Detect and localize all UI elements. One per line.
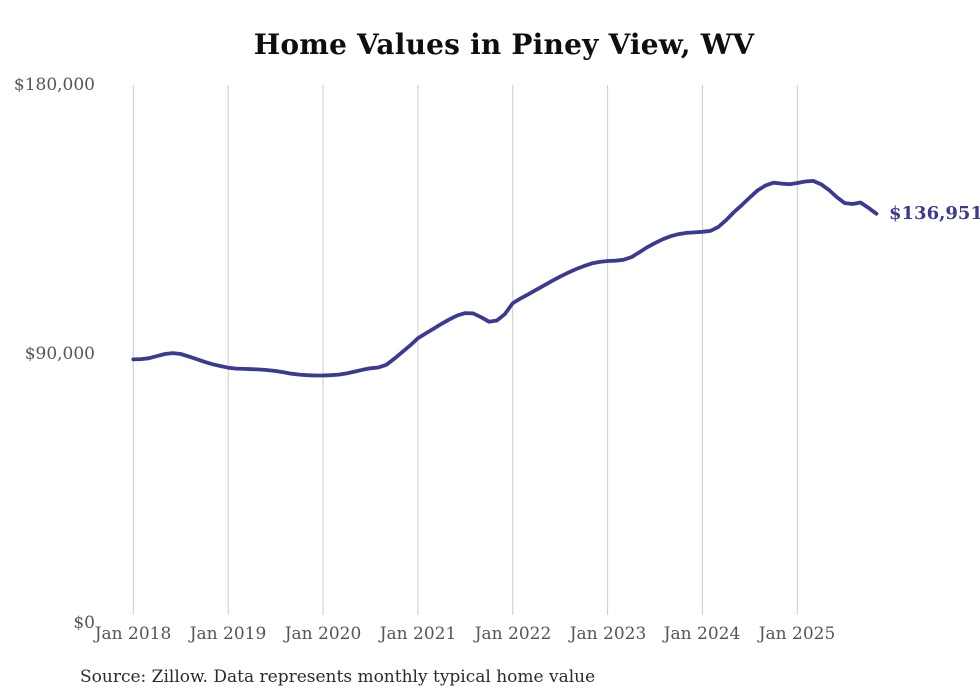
x-axis-tick-label: Jan 2020: [284, 624, 362, 644]
x-axis-tick-label: Jan 2022: [474, 624, 552, 644]
x-axis-tick-label: Jan 2025: [758, 624, 836, 644]
x-axis-tick-label: Jan 2023: [569, 624, 647, 644]
home-value-trend-line: [131, 179, 879, 378]
x-axis-tick-label: Jan 2019: [189, 624, 267, 644]
x-axis-tick-label: Jan 2018: [94, 624, 172, 644]
x-axis-tick-label: Jan 2024: [663, 624, 741, 644]
y-axis-tick-label: $0: [73, 613, 95, 633]
current-value-label: $136,951: [889, 203, 980, 224]
y-axis-tick-label: $180,000: [13, 75, 95, 95]
source-note: Source: Zillow. Data represents monthly …: [80, 667, 596, 687]
x-axis-tick-label: Jan 2021: [379, 624, 457, 644]
chart-title: Home Values in Piney View, WV: [253, 28, 755, 61]
y-axis-tick-label: $90,000: [24, 344, 95, 364]
vertical-gridlines: [132, 85, 798, 615]
